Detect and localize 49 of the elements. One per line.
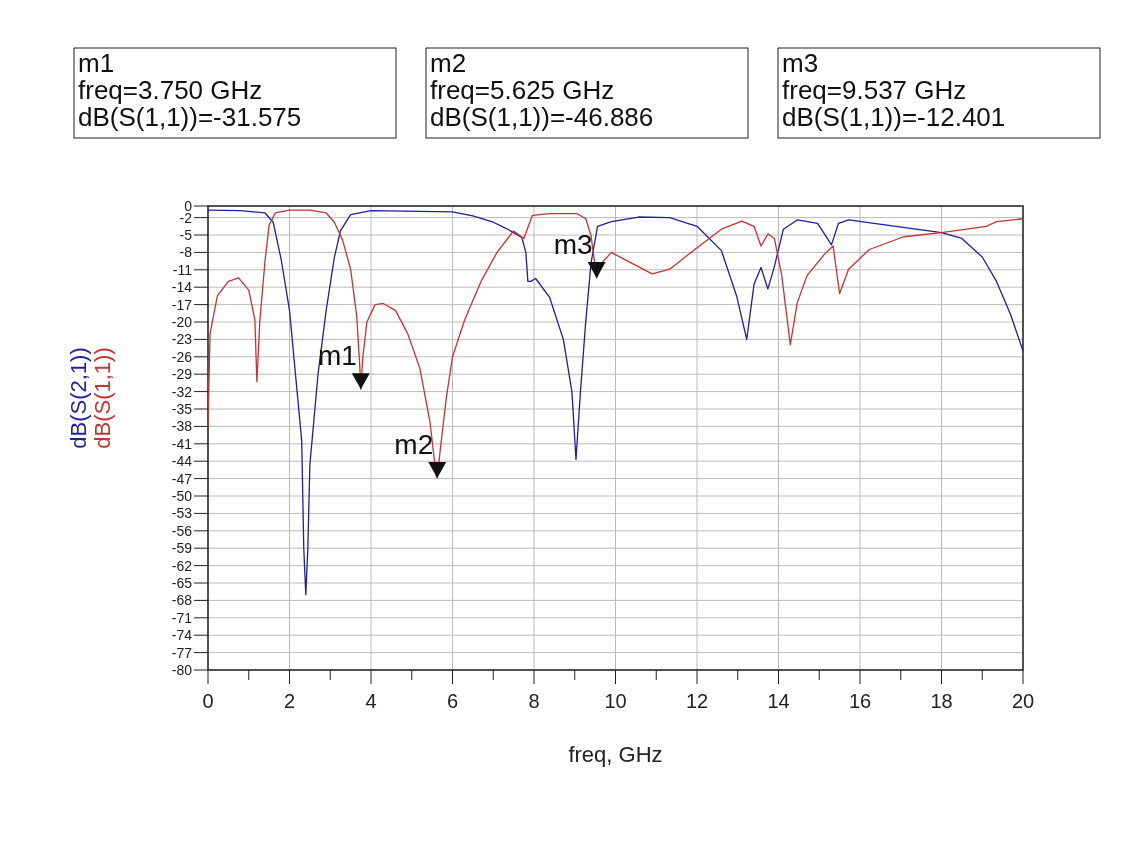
text: dB(S(1,1)) [90, 347, 115, 449]
x-tick-label: 14 [767, 690, 790, 712]
x-tick-label: 8 [528, 690, 540, 712]
text: m1 freq=3.750 GHz dB(S(1,1))=-31.575 [78, 48, 302, 132]
x-tick-label: 18 [930, 690, 953, 712]
line-series [208, 209, 1023, 596]
y-tick-label: -23 [171, 331, 193, 348]
x-tick-label: 10 [604, 690, 627, 712]
y-tick-label: -80 [171, 661, 193, 678]
y-tick-label: -59 [171, 540, 193, 557]
text: m2 freq=5.625 GHz dB(S(1,1))=-46.886 [430, 48, 654, 132]
text: m3 freq=9.537 GHz dB(S(1,1))=-12.401 [782, 48, 1006, 132]
y-tick-label: -26 [171, 348, 193, 365]
y-tick-label: -56 [171, 522, 193, 539]
y-tick-label: -35 [171, 400, 193, 417]
y-tick-label: -74 [171, 627, 193, 644]
x-axis-title: freq, GHz [568, 742, 663, 767]
annotation: m2 [394, 428, 434, 460]
y-tick-label: -17 [171, 296, 193, 313]
x-tick-label: 6 [446, 690, 459, 712]
y-tick-label: -8 [179, 244, 193, 261]
y-tick-label: 0 [184, 197, 193, 214]
annotation: m3 [553, 228, 593, 260]
y-tick-label: -50 [171, 487, 193, 504]
y-tick-label: -20 [171, 313, 193, 330]
y-tick-label: -32 [171, 383, 193, 400]
y-tick-label: -47 [171, 470, 193, 487]
annotation: m1 [317, 340, 357, 372]
x-tick-label: 0 [202, 690, 214, 712]
y-tick-label: -53 [171, 505, 193, 522]
y-tick-label: -68 [171, 592, 193, 609]
y-tick-label: -38 [171, 418, 193, 435]
y-tick-label: -29 [171, 366, 193, 383]
x-tick-label: 12 [685, 690, 709, 712]
x-tick-label: 4 [365, 690, 377, 712]
y-tick-label: -65 [171, 574, 193, 591]
x-tick-label: 2 [283, 690, 296, 712]
y-tick-label: -14 [171, 279, 193, 296]
x-tick-label: 20 [1011, 690, 1035, 712]
y-tick-label: -5 [179, 226, 193, 243]
x-tick-label: 16 [848, 690, 872, 712]
y-tick-label: -11 [172, 261, 193, 278]
y-tick-label: -44 [171, 453, 193, 470]
y-tick-label: -71 [171, 609, 193, 626]
y-tick-label: -41 [171, 435, 193, 452]
text: dB(S(2,1)) [66, 347, 91, 449]
line-series [208, 209, 1023, 479]
y-tick-label: -62 [171, 557, 193, 574]
y-tick-label: -77 [171, 644, 193, 661]
